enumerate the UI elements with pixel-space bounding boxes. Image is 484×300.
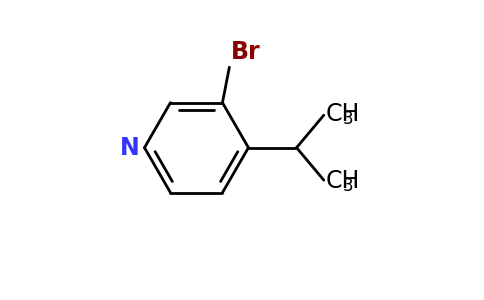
Text: N: N: [120, 136, 139, 160]
Text: Br: Br: [231, 40, 261, 64]
Text: 3: 3: [342, 177, 353, 195]
Text: CH: CH: [326, 169, 361, 193]
Text: 3: 3: [342, 110, 353, 128]
Text: CH: CH: [326, 102, 361, 126]
